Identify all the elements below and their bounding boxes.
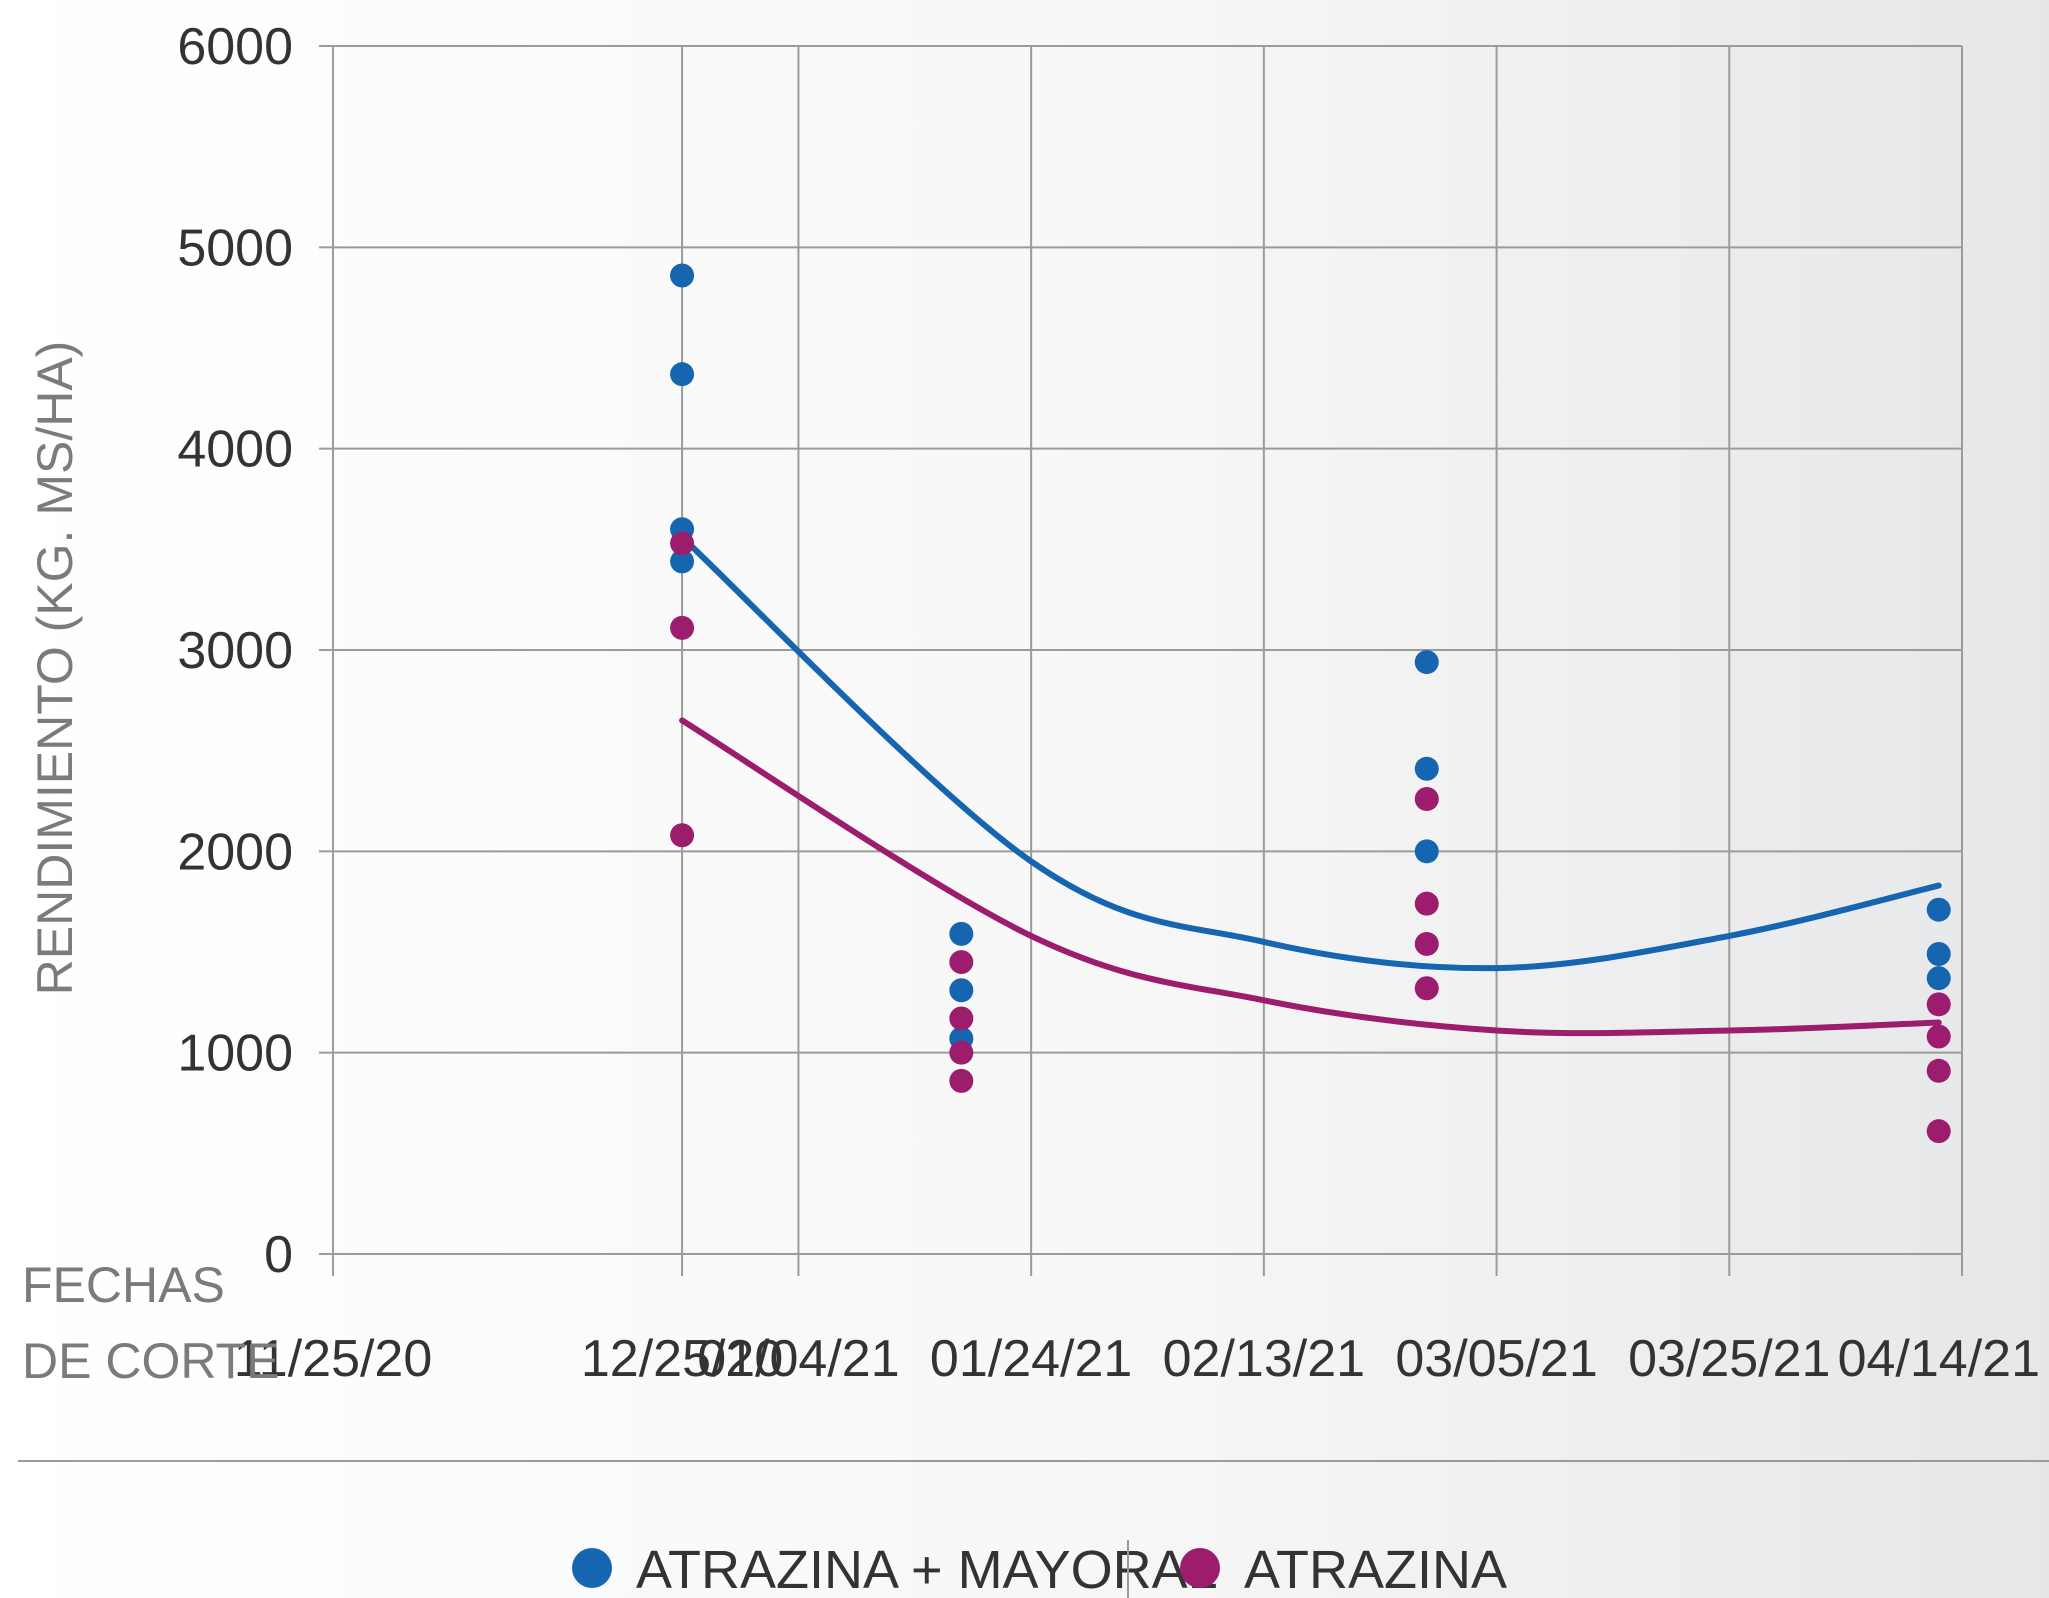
data-point-series-2 — [670, 823, 695, 848]
trend-line-series-2 — [679, 717, 1942, 1037]
data-point-series-1 — [1926, 897, 1951, 922]
data-point-series-2 — [1926, 1119, 1951, 1144]
data-point-series-1 — [670, 263, 695, 288]
y-tick-label: 2000 — [177, 823, 293, 881]
legend-marker-series-2 — [1180, 1548, 1220, 1588]
y-tick-label: 5000 — [177, 219, 293, 277]
data-point-series-1 — [949, 921, 974, 946]
data-point-series-1 — [1926, 966, 1951, 991]
data-point-series-2 — [949, 1068, 974, 1093]
data-points — [670, 263, 1951, 1144]
legend: ATRAZINA + MAYORAL ATRAZINA — [572, 1540, 1507, 1598]
data-point-series-2 — [670, 615, 695, 640]
data-point-series-2 — [1414, 976, 1439, 1001]
tick-labels: 0 1000 2000 3000 4000 5000 6000 11/25/20 12/25/2… — [177, 18, 2040, 1388]
x-tick-label: 01/24/21 — [930, 1330, 1132, 1388]
x-tick-label: 02/13/21 — [1163, 1330, 1365, 1388]
legend-label-series-1: ATRAZINA + MAYORAL — [636, 1540, 1218, 1598]
y-tick-label: 6000 — [177, 18, 293, 76]
y-tick-label: 0 — [264, 1226, 293, 1284]
data-point-series-2 — [670, 531, 695, 556]
x-tick-label: 04/14/21 — [1838, 1330, 2040, 1388]
x-axis-label-line1: FECHAS — [22, 1257, 225, 1313]
data-point-series-1 — [1414, 839, 1439, 864]
data-point-series-1 — [949, 978, 974, 1003]
grid — [333, 45, 1963, 1254]
data-point-series-2 — [949, 1040, 974, 1065]
x-tick-label: 01/04/21 — [697, 1330, 899, 1388]
x-tick-label: 12/25/20 — [581, 1330, 783, 1388]
data-point-series-2 — [1926, 1058, 1951, 1083]
x-tick-label: 11/25/20 — [234, 1330, 433, 1388]
legend-label-series-2: ATRAZINA — [1244, 1540, 1507, 1598]
data-point-series-1 — [670, 362, 695, 387]
y-tick-label: 1000 — [177, 1025, 293, 1083]
x-axis-label-line2: DE CORTE — [22, 1333, 279, 1389]
data-point-series-2 — [1414, 891, 1439, 916]
data-point-series-2 — [1926, 992, 1951, 1017]
data-point-series-1 — [1414, 650, 1439, 675]
trend-line-series-1 — [679, 534, 1942, 972]
data-point-series-2 — [1926, 1024, 1951, 1049]
x-tick-label: 03/25/21 — [1628, 1330, 1830, 1388]
legend-marker-series-1 — [572, 1548, 612, 1588]
axes — [319, 45, 1963, 1276]
y-axis-label: RENDIMIENTO (KG. MS/HA) — [27, 341, 83, 996]
y-tick-label: 4000 — [177, 421, 293, 479]
data-point-series-1 — [1926, 942, 1951, 967]
data-point-series-2 — [1414, 931, 1439, 956]
y-tick-label: 3000 — [177, 622, 293, 680]
data-point-series-1 — [1414, 756, 1439, 781]
data-point-series-2 — [949, 950, 974, 975]
data-point-series-1 — [670, 549, 695, 574]
trend-lines — [679, 534, 1942, 1037]
data-point-series-2 — [949, 1006, 974, 1031]
x-tick-label: 03/05/21 — [1395, 1330, 1597, 1388]
data-point-series-2 — [1414, 786, 1439, 811]
